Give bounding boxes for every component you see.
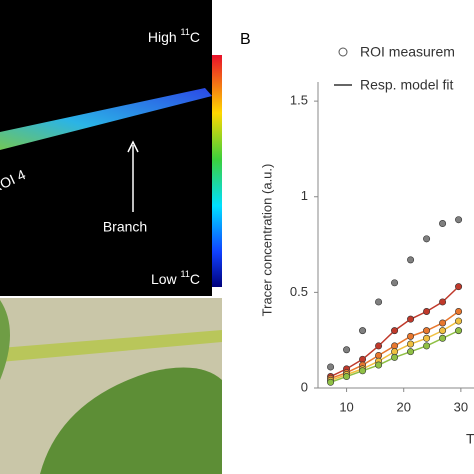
y-tick-label: 1.5 xyxy=(290,93,308,108)
y-tick-label: 0 xyxy=(301,379,308,394)
photo-leaf xyxy=(0,300,10,380)
data-point xyxy=(391,327,399,335)
legend-label: Resp. model fit xyxy=(360,77,453,93)
data-point xyxy=(455,283,463,291)
high-label: High 11C xyxy=(148,27,200,44)
branch-signal xyxy=(0,88,212,150)
photo-leaf xyxy=(40,367,222,474)
low-label: Low 11C xyxy=(151,269,200,286)
data-point xyxy=(407,340,415,348)
data-point xyxy=(407,315,415,323)
legend-label: ROI measurem xyxy=(360,44,455,60)
legend-marker xyxy=(338,47,348,57)
data-point xyxy=(439,220,447,228)
data-point xyxy=(375,298,383,306)
data-point xyxy=(439,327,447,335)
data-point xyxy=(407,332,415,340)
data-point xyxy=(423,235,431,243)
data-point xyxy=(455,307,463,315)
data-point xyxy=(407,256,415,264)
data-point xyxy=(391,353,399,361)
data-point xyxy=(407,348,415,356)
data-point xyxy=(423,342,431,350)
y-tick-label: 1 xyxy=(301,188,308,203)
data-point xyxy=(391,279,399,287)
y-tick-label: 0.5 xyxy=(290,284,308,299)
x-axis-label: Ti xyxy=(466,431,474,447)
data-point xyxy=(375,361,383,369)
data-point xyxy=(359,367,367,375)
data-point xyxy=(439,319,447,327)
branch-arrowhead xyxy=(127,140,139,153)
data-point xyxy=(343,346,351,354)
data-point xyxy=(423,334,431,342)
data-point xyxy=(423,327,431,335)
color-bar xyxy=(212,55,222,287)
data-point xyxy=(455,327,463,335)
photo-branch xyxy=(0,330,222,362)
data-point xyxy=(439,334,447,342)
data-point xyxy=(423,307,431,315)
branch-label: Branch xyxy=(103,219,147,235)
data-point xyxy=(327,363,335,371)
data-point xyxy=(343,373,351,381)
data-point xyxy=(359,327,367,335)
data-point xyxy=(327,378,335,386)
data-point xyxy=(375,342,383,350)
x-tick-label: 20 xyxy=(396,399,410,414)
x-tick-label: 10 xyxy=(339,399,353,414)
y-axis-label: Tracer concentration (a.u.) xyxy=(259,164,274,317)
x-tick-label: 30 xyxy=(454,399,468,414)
panel-label: B xyxy=(240,31,251,48)
pet-image xyxy=(0,0,212,296)
data-point xyxy=(455,317,463,325)
data-point xyxy=(439,298,447,306)
data-point xyxy=(455,216,463,224)
